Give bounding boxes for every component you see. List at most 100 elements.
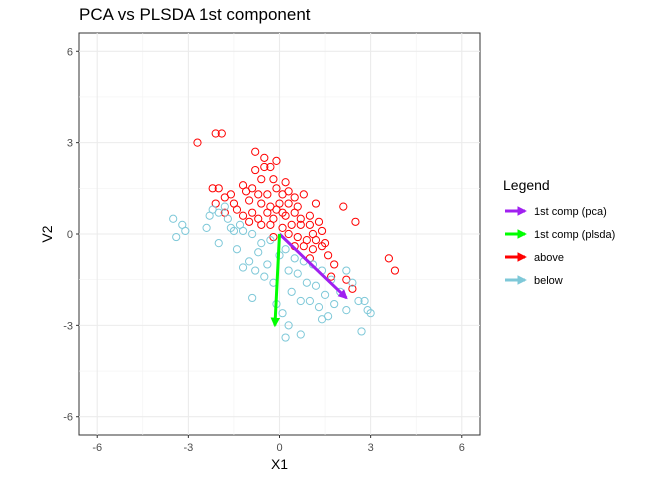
point-below [263,260,272,269]
point-below [354,296,363,306]
y-tick-label: -3 [63,320,73,332]
point-above [308,245,318,254]
point-above [281,211,290,220]
point-below [302,278,311,287]
point-above [278,190,287,199]
point-below [232,245,242,254]
point-above [266,162,275,172]
point-below [342,266,351,275]
point-above [305,211,314,220]
point-above [269,175,278,184]
point-below [248,293,257,303]
scatter-points [169,129,400,342]
point-above [384,254,393,263]
x-tick-label: 0 [276,442,282,454]
point-above [263,208,272,217]
point-below [305,296,314,306]
point-above [314,217,324,226]
point-below [226,223,235,233]
point-below [348,278,357,287]
x-tick-label: 3 [368,442,374,454]
point-above [339,202,348,211]
y-axis-ticks: -6 -3 0 3 6 [63,46,79,424]
legend-label: 1st comp (pca) [534,206,607,218]
x-axis-ticks: -6 -3 0 3 6 [92,435,465,454]
point-above [208,184,217,193]
point-above [266,220,275,229]
point-above [193,138,202,147]
point-below [266,235,275,245]
point-above [257,199,266,208]
point-below [357,327,366,336]
point-below [317,315,327,324]
arrow-1st-comp-plsda- [270,233,281,328]
point-above [281,178,290,187]
point-above [299,190,308,199]
legend-title: Legend [503,177,550,193]
point-above [296,214,305,223]
point-above [284,199,293,208]
point-below [366,309,375,318]
point-above [248,184,257,193]
point-below [363,306,372,315]
point-below [284,321,293,330]
point-below [284,266,293,275]
point-above [272,184,281,193]
point-below [360,296,369,306]
point-below [238,263,248,272]
legend-label: above [534,252,564,264]
point-above [278,223,287,233]
point-above [245,217,254,226]
legend-label: below [534,275,563,287]
point-above [238,211,248,220]
point-below [202,223,211,233]
point-below [220,202,229,211]
point-below [223,214,232,223]
x-tick-label: 6 [459,442,465,454]
point-above [245,196,254,205]
point-above [390,266,400,275]
point-above [290,208,299,217]
point-above [290,193,299,202]
point-above [254,190,263,199]
point-above [272,205,281,214]
point-above [269,232,278,242]
point-above [305,220,314,229]
point-above [330,260,339,269]
point-above [251,147,260,156]
point-above [317,226,327,236]
point-below [214,239,223,248]
point-above [260,162,269,172]
point-above [327,272,336,281]
point-above [311,199,321,208]
point-above [257,175,266,184]
point-below [238,226,248,236]
point-below [181,226,190,236]
point-below [293,269,302,278]
point-below [254,248,263,257]
point-below [278,309,287,318]
point-below [330,299,339,309]
y-tick-label: -6 [63,412,73,424]
chart-title: PCA vs PLSDA 1st component [79,5,311,24]
y-tick-label: 0 [67,229,73,241]
point-below [287,287,296,296]
point-above [293,232,302,242]
point-above [220,193,229,202]
point-above [211,129,220,138]
point-below [281,245,290,254]
point-below [229,226,239,236]
legend-label: 1st comp (plsda) [534,229,615,241]
point-above [272,156,281,166]
y-tick-label: 6 [67,46,73,58]
point-above [257,220,266,229]
x-tick-label: -3 [183,442,193,454]
point-below [314,302,324,312]
y-axis-title: V2 [39,225,55,242]
point-above [308,229,318,239]
point-below [296,330,305,339]
point-below [311,281,321,290]
legend-entries: 1st comp (pca) 1st comp (plsda) above below [505,206,615,287]
x-axis-title: X1 [271,456,288,472]
